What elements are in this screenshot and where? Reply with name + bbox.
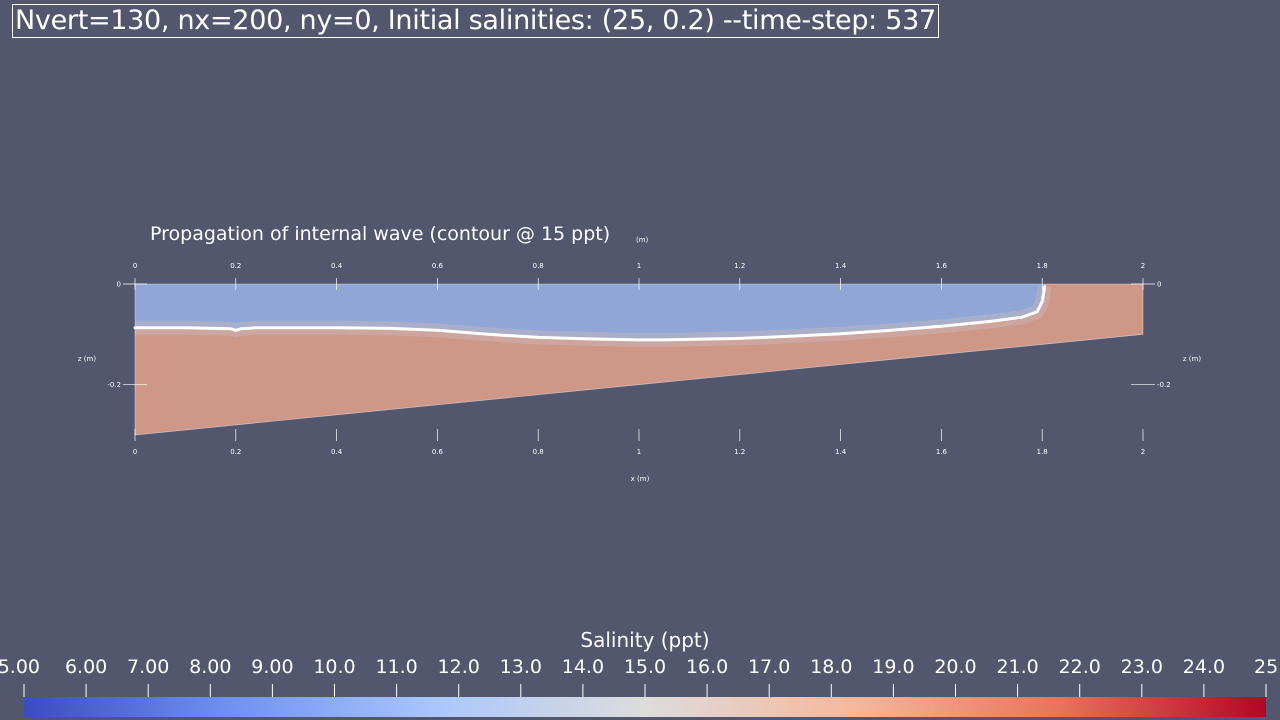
x-axis-label: x (m) <box>631 475 650 483</box>
colorbar-tick-label: 6.00 <box>65 656 107 678</box>
colorbar: Salinity (ppt) 5.00 6.00 7.00 8.00 9.00 10.0 1… <box>0 628 1280 717</box>
plot-title-suffix: (m) <box>636 236 649 244</box>
x-tick-label-bottom: 2 <box>1141 448 1145 456</box>
colorbar-tick-label: 19.0 <box>872 656 914 678</box>
x-tick-label-bottom: 1.2 <box>734 448 745 456</box>
x-tick-label-top: 1.8 <box>1037 262 1048 270</box>
colorbar-tick-label: 18.0 <box>810 656 852 678</box>
colorbar-tick-label: 21.0 <box>996 656 1038 678</box>
z-tick-label-left: -0.2 <box>107 381 121 389</box>
colorbar-tick-label: 17.0 <box>748 656 790 678</box>
z-tick-label-right: -0.2 <box>1157 381 1171 389</box>
colorbar-tick-label: 8.00 <box>189 656 231 678</box>
x-tick-label-top: 1.2 <box>734 262 745 270</box>
z-tick-label-left: 0 <box>117 281 121 289</box>
x-tick-label-bottom: 0.6 <box>432 448 444 456</box>
colorbar-tick-label: 24.0 <box>1183 656 1225 678</box>
colorbar-tick-label: 15.0 <box>624 656 666 678</box>
colorbar-ticks: 5.00 6.00 7.00 8.00 9.00 10.0 11.0 12.0 13.0 14.0… <box>0 656 1280 697</box>
colorbar-tick-label: 13.0 <box>500 656 542 678</box>
colorbar-tick-label: 10.0 <box>313 656 355 678</box>
colorbar-tick-label: 9.00 <box>251 656 293 678</box>
colorbar-tick-label: 14.0 <box>562 656 604 678</box>
x-tick-label-bottom: 0.4 <box>331 448 343 456</box>
x-tick-label-top: 0.8 <box>533 262 544 270</box>
plot-title: Propagation of internal wave (contour @ … <box>150 223 610 245</box>
x-tick-label-bottom: 1.6 <box>936 448 948 456</box>
header-annotation: Nvert=130, nx=200, ny=0, Initial salinit… <box>12 4 939 38</box>
salinity-field <box>135 284 1143 435</box>
x-tick-label-bottom: 1 <box>637 448 641 456</box>
colorbar-tick-label: 23.0 <box>1121 656 1163 678</box>
x-tick-label-top: 2 <box>1141 262 1145 270</box>
x-tick-label-bottom: 0 <box>133 448 137 456</box>
colorbar-tick-label: 5.00 <box>0 656 40 678</box>
x-tick-label-bottom: 1.8 <box>1037 448 1048 456</box>
x-tick-label-top: 0.4 <box>331 262 343 270</box>
colorbar-tick-label: 7.00 <box>127 656 169 678</box>
x-tick-label-bottom: 0.2 <box>230 448 241 456</box>
contour-15ppt-line <box>133 285 1047 342</box>
upper-layer-fill <box>135 284 1045 340</box>
colorbar-title: Salinity (ppt) <box>580 628 709 652</box>
z-axis-label-right: z (m) <box>1183 355 1201 363</box>
colorbar-tick-label: 22.0 <box>1059 656 1101 678</box>
colorbar-tick-label: 12.0 <box>438 656 480 678</box>
colorbar-tick-label: 20.0 <box>934 656 976 678</box>
z-axis-label-left: z (m) <box>78 355 96 363</box>
x-tick-label-top: 1.4 <box>835 262 847 270</box>
colorbar-gradient <box>24 697 1266 717</box>
axes: 0 0 0.2 0.2 0.4 0.4 0.6 0.6 0.8 0.8 1 1 1.2 1.2 1.4 1.4… <box>107 262 1170 456</box>
x-tick-label-top: 0 <box>133 262 137 270</box>
x-tick-label-top: 0.6 <box>432 262 444 270</box>
z-tick-label-right: 0 <box>1157 281 1161 289</box>
x-tick-label-top: 1.6 <box>936 262 948 270</box>
x-tick-label-bottom: 1.4 <box>835 448 847 456</box>
colorbar-tick-label: 11.0 <box>375 656 417 678</box>
colorbar-tick-label: 16.0 <box>686 656 728 678</box>
x-tick-label-top: 0.2 <box>230 262 241 270</box>
x-tick-label-top: 1 <box>637 262 641 270</box>
x-tick-label-bottom: 0.8 <box>533 448 544 456</box>
colorbar-tick-label: 25.0 <box>1254 656 1280 678</box>
